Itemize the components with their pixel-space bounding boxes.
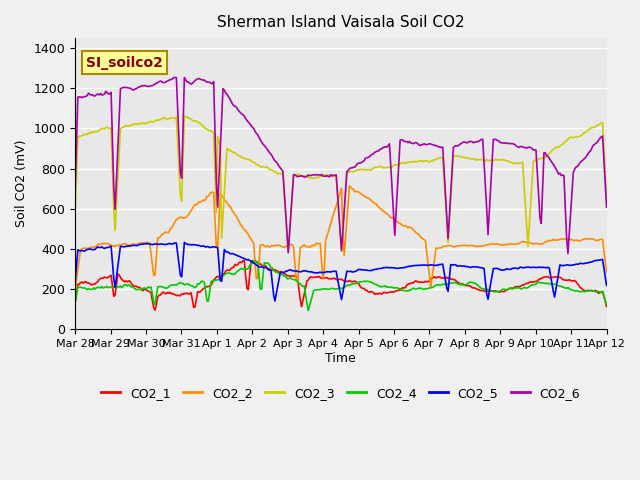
Line: CO2_5: CO2_5: [75, 242, 607, 301]
CO2_5: [603, 283, 611, 288]
CO2_5: [408, 263, 416, 269]
CO2_6: [603, 204, 611, 210]
CO2_4: [135, 287, 143, 292]
CO2_5: [460, 263, 468, 269]
Text: SI_soilco2: SI_soilco2: [86, 56, 163, 70]
Legend: CO2_1, CO2_2, CO2_3, CO2_4, CO2_5, CO2_6: CO2_1, CO2_2, CO2_3, CO2_4, CO2_5, CO2_6: [97, 382, 586, 405]
CO2_3: [408, 159, 416, 165]
CO2_6: [283, 230, 291, 236]
CO2_3: [135, 121, 143, 127]
CO2_5: [180, 240, 188, 245]
CO2_2: [244, 231, 252, 237]
CO2_5: [458, 263, 465, 269]
CO2_2: [459, 242, 467, 248]
CO2_4: [603, 301, 611, 307]
Line: CO2_4: CO2_4: [75, 261, 607, 311]
Title: Sherman Island Vaisala Soil CO2: Sherman Island Vaisala Soil CO2: [217, 15, 465, 30]
CO2_5: [284, 268, 292, 274]
CO2_1: [239, 258, 247, 264]
CO2_1: [284, 273, 292, 278]
CO2_5: [246, 258, 253, 264]
CO2_1: [408, 280, 416, 286]
CO2_3: [283, 230, 291, 236]
CO2_3: [603, 196, 611, 202]
CO2_2: [456, 243, 464, 249]
CO2_3: [458, 154, 465, 159]
CO2_6: [71, 187, 79, 193]
CO2_2: [603, 269, 611, 275]
CO2_2: [282, 244, 289, 250]
CO2_2: [135, 240, 143, 246]
CO2_6: [407, 140, 415, 146]
CO2_6: [564, 251, 572, 256]
CO2_1: [151, 307, 159, 313]
CO2_5: [135, 242, 143, 248]
X-axis label: Time: Time: [326, 352, 356, 365]
CO2_4: [458, 282, 465, 288]
CO2_5: [271, 298, 279, 304]
CO2_6: [172, 75, 179, 81]
CO2_3: [71, 210, 79, 216]
CO2_1: [458, 281, 465, 287]
Line: CO2_6: CO2_6: [75, 78, 607, 253]
CO2_3: [180, 113, 188, 119]
CO2_1: [247, 260, 255, 265]
CO2_3: [246, 156, 253, 162]
CO2_6: [246, 121, 253, 127]
CO2_1: [460, 282, 468, 288]
CO2_1: [603, 304, 611, 310]
CO2_4: [408, 286, 416, 292]
CO2_4: [251, 258, 259, 264]
CO2_6: [135, 84, 143, 90]
CO2_5: [71, 279, 79, 285]
CO2_2: [71, 287, 79, 293]
CO2_6: [459, 140, 467, 145]
CO2_1: [71, 300, 79, 306]
CO2_3: [460, 155, 468, 160]
Line: CO2_1: CO2_1: [75, 261, 607, 310]
CO2_3: [284, 249, 292, 255]
CO2_2: [407, 225, 415, 231]
Line: CO2_3: CO2_3: [75, 116, 607, 252]
CO2_4: [283, 276, 291, 281]
Y-axis label: Soil CO2 (mV): Soil CO2 (mV): [15, 140, 28, 228]
CO2_2: [346, 183, 353, 189]
Line: CO2_2: CO2_2: [75, 186, 607, 290]
CO2_4: [305, 308, 312, 313]
CO2_4: [244, 265, 252, 271]
CO2_6: [456, 141, 464, 147]
CO2_4: [460, 282, 468, 288]
CO2_4: [71, 300, 79, 306]
CO2_1: [135, 284, 143, 290]
